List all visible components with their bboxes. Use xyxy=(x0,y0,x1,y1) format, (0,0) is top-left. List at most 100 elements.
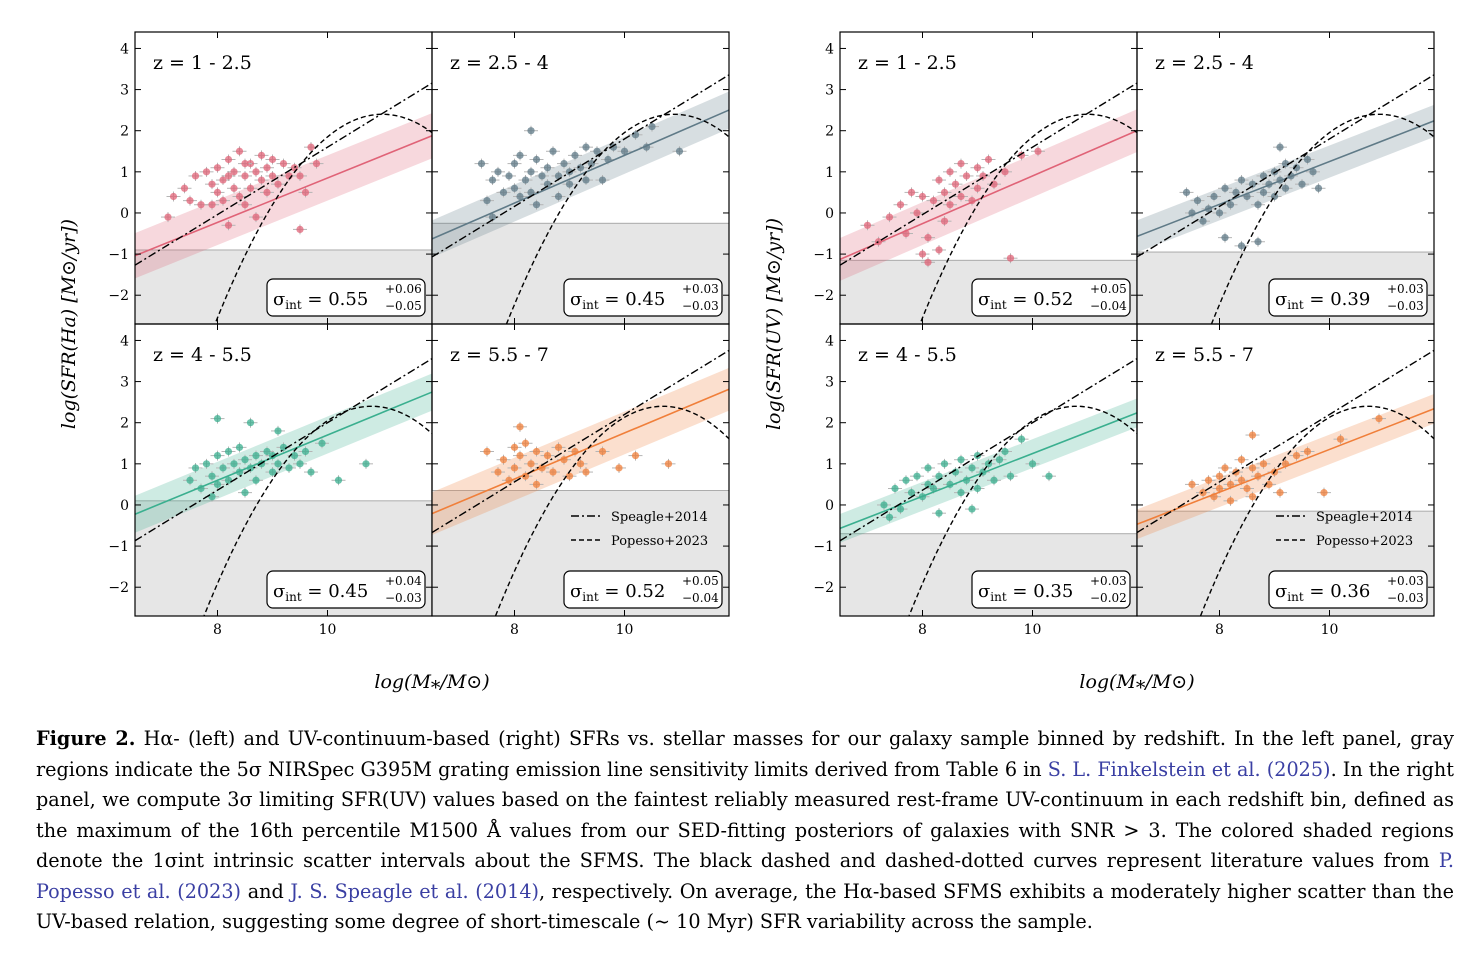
data-point xyxy=(1017,435,1026,443)
data-point xyxy=(191,172,200,180)
data-point xyxy=(957,489,965,497)
data-point xyxy=(213,452,222,460)
legend-popesso-label: Popesso+2023 xyxy=(611,534,708,549)
speagle-curve xyxy=(135,358,432,542)
data-point xyxy=(576,164,585,172)
sigma-int-minus: −0.03 xyxy=(385,591,422,605)
data-point xyxy=(929,484,938,493)
data-point xyxy=(1006,472,1015,480)
data-point xyxy=(543,164,552,172)
data-point xyxy=(263,164,271,172)
y-tick-label: 2 xyxy=(825,124,834,140)
plot-area xyxy=(1137,349,1434,616)
data-point xyxy=(230,184,238,192)
panel-uv-3: −2 −1 0 1 2 3 4 8 10 z = 4 - 5.5 σint = 0.35 +0.03 −… xyxy=(813,323,1138,638)
data-point xyxy=(235,147,244,155)
y-tick-label: −1 xyxy=(108,247,129,263)
x-tick-label: 10 xyxy=(616,622,634,638)
panel-ha-3: −2 −1 0 1 2 3 4 8 10 z = 4 - 5.5 σint = 0.45 +0.04 −… xyxy=(108,323,433,638)
data-point xyxy=(296,172,304,180)
x-axis-label: log(M⁎/M⊙) xyxy=(374,671,489,693)
data-point xyxy=(918,250,927,258)
citation-link-finkelstein[interactable]: S. L. Finkelstein et al. (2025) xyxy=(1047,757,1331,781)
data-point xyxy=(268,155,277,164)
figure-caption: Figure 2. Hα- (left) and UV-continuum-ba… xyxy=(36,724,1454,938)
data-point xyxy=(973,484,982,493)
data-point xyxy=(1243,484,1251,493)
panel-ha-4: 8 10 z = 5.5 - 7 σint = 0.52 +0.05 −0.04 Speag… xyxy=(431,323,730,638)
data-point xyxy=(549,468,557,476)
data-point xyxy=(1226,201,1235,209)
panel-redshift-label: z = 1 - 2.5 xyxy=(858,52,957,74)
data-point xyxy=(924,480,932,488)
data-point xyxy=(532,201,541,209)
y-tick-label: −2 xyxy=(813,580,834,596)
data-point xyxy=(532,480,541,488)
data-point xyxy=(896,505,905,513)
sigma-int-value: σint = 0.52 xyxy=(978,289,1073,312)
data-point xyxy=(477,160,486,168)
panel-redshift-label: z = 5.5 - 7 xyxy=(450,344,549,366)
y-tick-label: 0 xyxy=(120,498,129,514)
sigma-int-value: σint = 0.36 xyxy=(1275,581,1370,604)
sfms-fit-line xyxy=(135,135,432,257)
data-point xyxy=(505,172,513,180)
data-point xyxy=(268,468,277,476)
data-point xyxy=(241,201,249,209)
data-point xyxy=(1259,188,1268,196)
y-tick-label: −1 xyxy=(108,539,129,555)
caption-text-1: Hα- (left) and UV-continuum-based (right… xyxy=(36,727,1454,781)
y-tick-label: 3 xyxy=(120,83,129,99)
data-point xyxy=(1259,460,1268,468)
data-point xyxy=(213,188,222,196)
data-point xyxy=(957,192,965,201)
data-point xyxy=(208,493,216,501)
y-tick-label: 1 xyxy=(825,457,834,473)
y-axis-label: log(SFR(UV) [M⊙/yr]) xyxy=(763,218,785,430)
caption-text-2: . In the right panel, we compute 3σ limi… xyxy=(36,757,1454,873)
data-point xyxy=(918,192,927,201)
data-point xyxy=(516,423,524,431)
data-point xyxy=(995,456,1004,464)
data-point xyxy=(1292,452,1301,460)
data-point xyxy=(990,476,998,484)
data-point xyxy=(202,168,211,176)
citation-link-speagle[interactable]: J. S. Speagle et al. (2014) xyxy=(290,879,540,903)
data-point xyxy=(946,201,954,209)
data-point xyxy=(213,164,222,172)
y-tick-label: 2 xyxy=(825,416,834,432)
data-point xyxy=(907,489,916,497)
data-point xyxy=(968,464,976,472)
data-point xyxy=(521,439,530,447)
sigma-int-value: σint = 0.52 xyxy=(570,581,665,604)
data-point xyxy=(499,188,508,196)
y-tick-label: 4 xyxy=(825,333,834,349)
data-point xyxy=(263,447,271,456)
popesso-curve xyxy=(494,405,729,616)
sigma-int-box xyxy=(266,570,426,609)
sigma-int-minus: −0.04 xyxy=(682,591,719,605)
data-point xyxy=(973,184,982,192)
citation-link-popesso[interactable]: P. Popesso et al. (2023) xyxy=(36,849,1454,903)
data-point xyxy=(1248,493,1257,501)
data-point xyxy=(598,447,607,456)
data-point xyxy=(940,188,949,196)
sigma-int-plus: +0.03 xyxy=(1387,574,1424,588)
data-point xyxy=(510,443,519,451)
data-point xyxy=(1276,489,1284,497)
data-point xyxy=(1314,184,1323,192)
y-tick-label: 4 xyxy=(120,41,129,57)
data-point xyxy=(560,160,568,168)
data-point xyxy=(549,147,557,155)
panel-redshift-label: z = 5.5 - 7 xyxy=(1155,344,1254,366)
data-point xyxy=(290,452,299,460)
data-point xyxy=(1237,176,1246,184)
data-point xyxy=(202,460,211,468)
x-tick-label: 8 xyxy=(510,622,519,638)
x-tick-label: 10 xyxy=(1321,622,1339,638)
data-point xyxy=(527,460,535,468)
data-point xyxy=(224,172,233,180)
data-point xyxy=(1204,476,1213,484)
data-point xyxy=(246,184,255,192)
y-tick-label: 2 xyxy=(120,416,129,432)
